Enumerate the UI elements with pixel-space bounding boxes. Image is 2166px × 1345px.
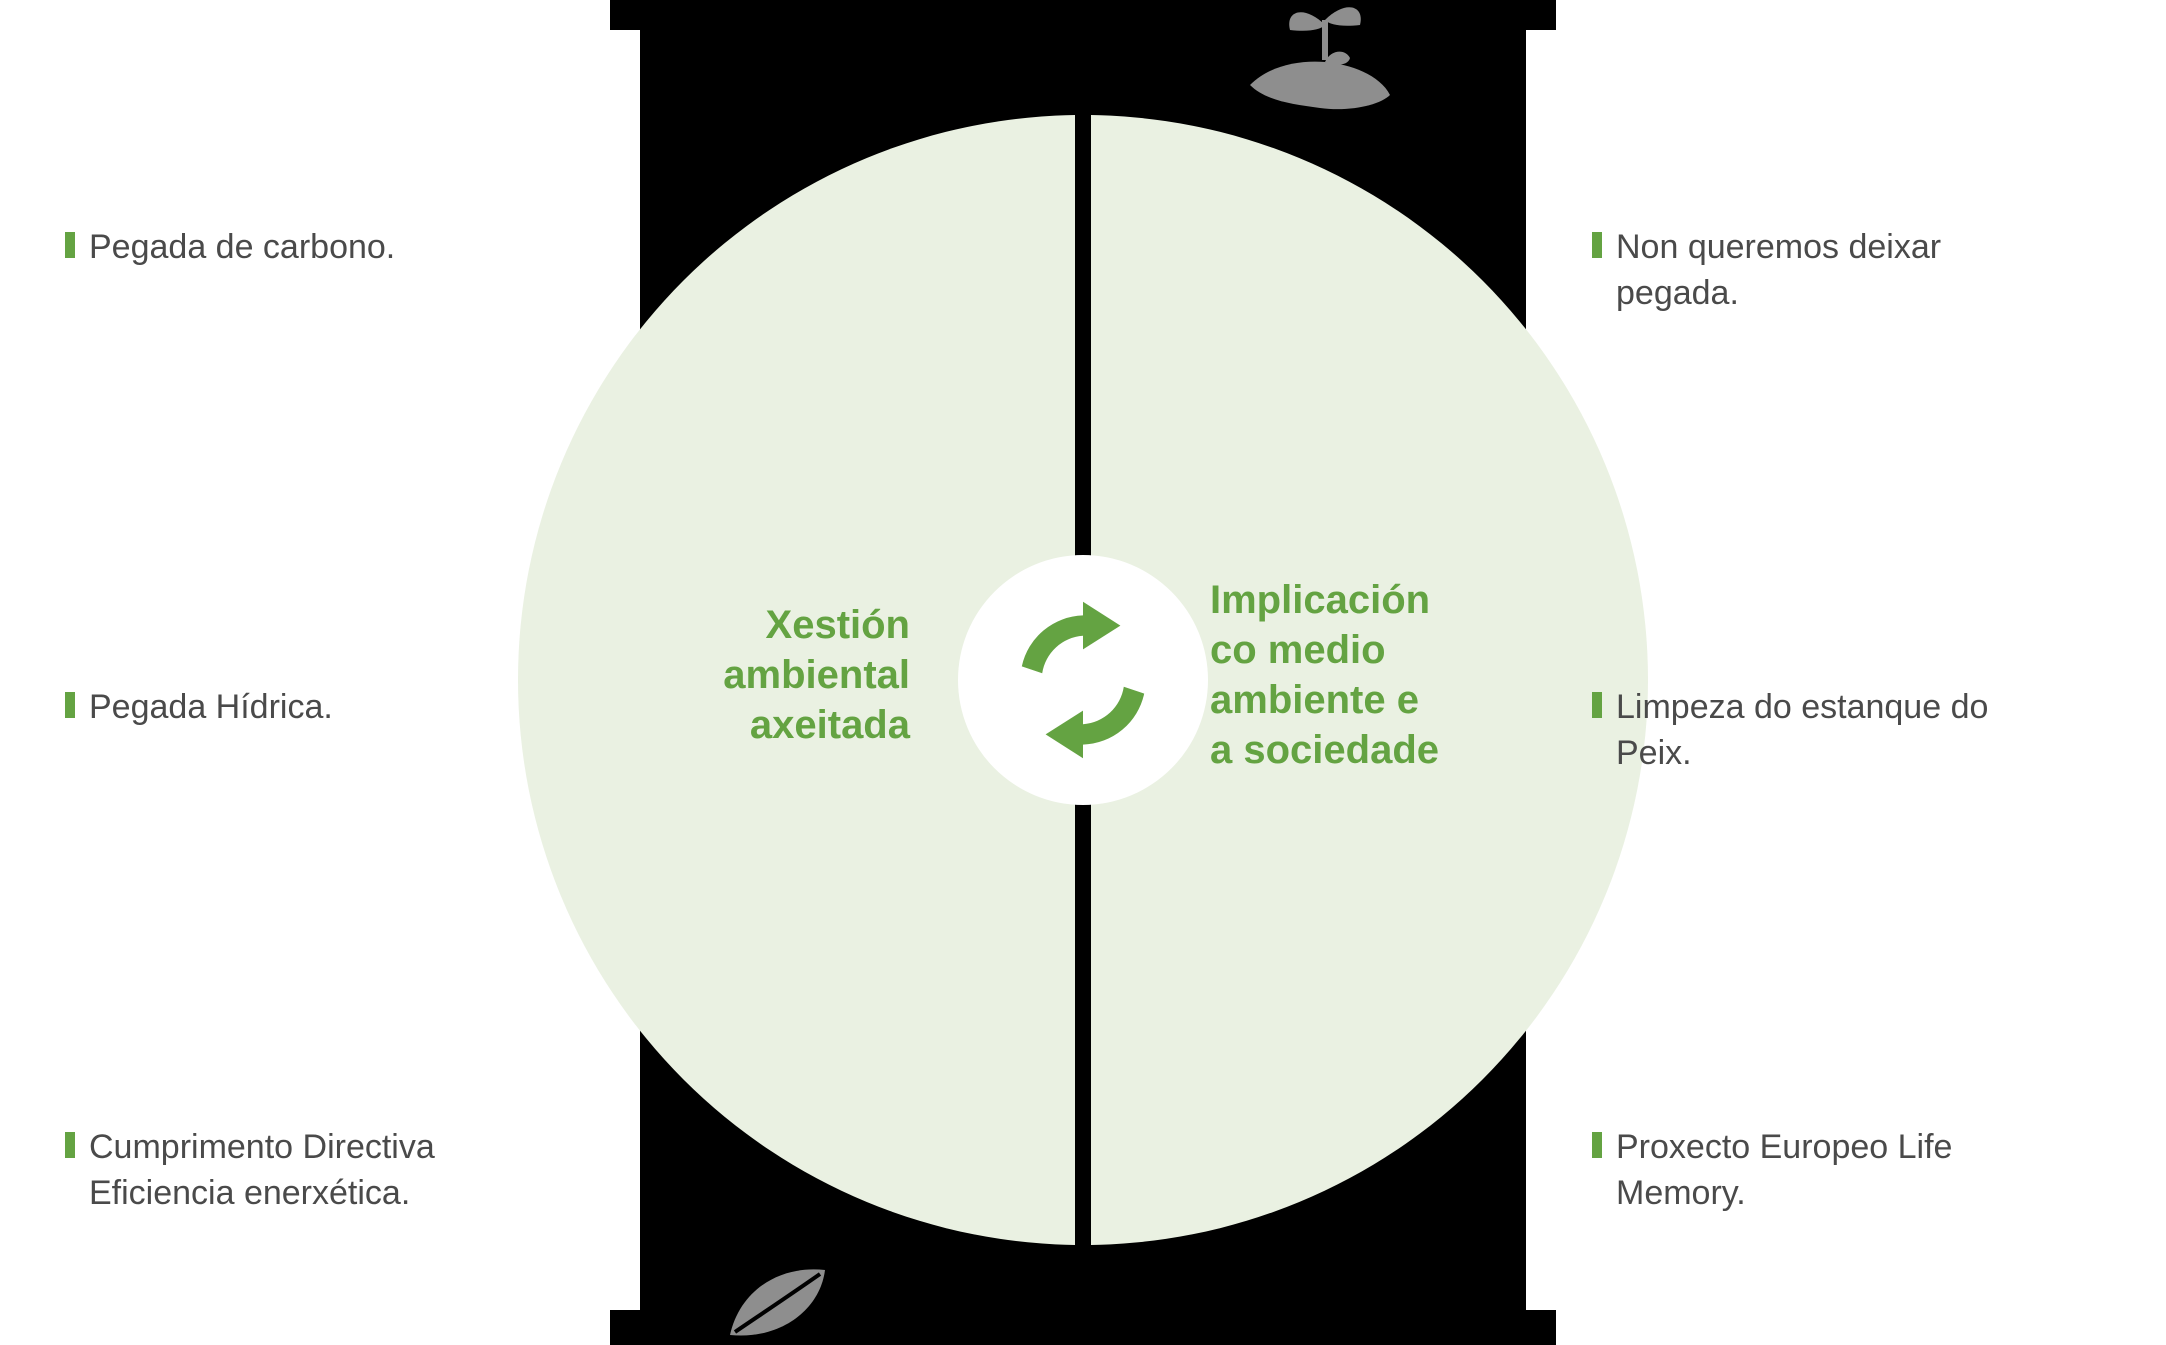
bullet-text: Pegada de carbono. [89, 225, 395, 271]
bullet-right-3: Proxecto Europeo Life Memory. [1592, 1125, 2072, 1217]
bullet-right-2: Limpeza do estanque do Peix. [1592, 685, 2072, 777]
title-line: co medio [1210, 625, 1570, 675]
bullet-marker [1592, 1132, 1602, 1158]
hand-sprout-icon [1230, 0, 1400, 120]
title-line: Implicación [1210, 575, 1570, 625]
bullet-marker [1592, 232, 1602, 258]
bullet-text: Pegada Hídrica. [89, 685, 333, 731]
bullet-text: Cumprimento Directiva Eficiencia enerxét… [89, 1125, 545, 1217]
bullet-marker [65, 232, 75, 258]
title-line: Xestión [560, 600, 910, 650]
bullet-right-1: Non queremos deixar pegada. [1592, 225, 2072, 317]
bullet-left-2: Pegada Hídrica. [65, 685, 545, 731]
title-line: ambiental [560, 650, 910, 700]
title-line: ambiente e [1210, 675, 1570, 725]
bullet-left-3: Cumprimento Directiva Eficiencia enerxét… [65, 1125, 545, 1217]
bullet-text: Non queremos deixar pegada. [1616, 225, 2072, 317]
title-line: axeitada [560, 700, 910, 750]
right-section-title: Implicación co medio ambiente e a socied… [1210, 575, 1570, 775]
bullet-left-1: Pegada de carbono. [65, 225, 545, 271]
bullet-marker [1592, 692, 1602, 718]
bullet-marker [65, 692, 75, 718]
bullet-marker [65, 1132, 75, 1158]
diagram-canvas: Xestión ambiental axeitada Implicación c… [0, 0, 2166, 1345]
title-line: a sociedade [1210, 725, 1570, 775]
bullet-text: Proxecto Europeo Life Memory. [1616, 1125, 2072, 1217]
left-section-title: Xestión ambiental axeitada [560, 600, 910, 750]
bullet-text: Limpeza do estanque do Peix. [1616, 685, 2072, 777]
leaf-icon [720, 1260, 830, 1345]
recycle-icon [998, 595, 1168, 765]
